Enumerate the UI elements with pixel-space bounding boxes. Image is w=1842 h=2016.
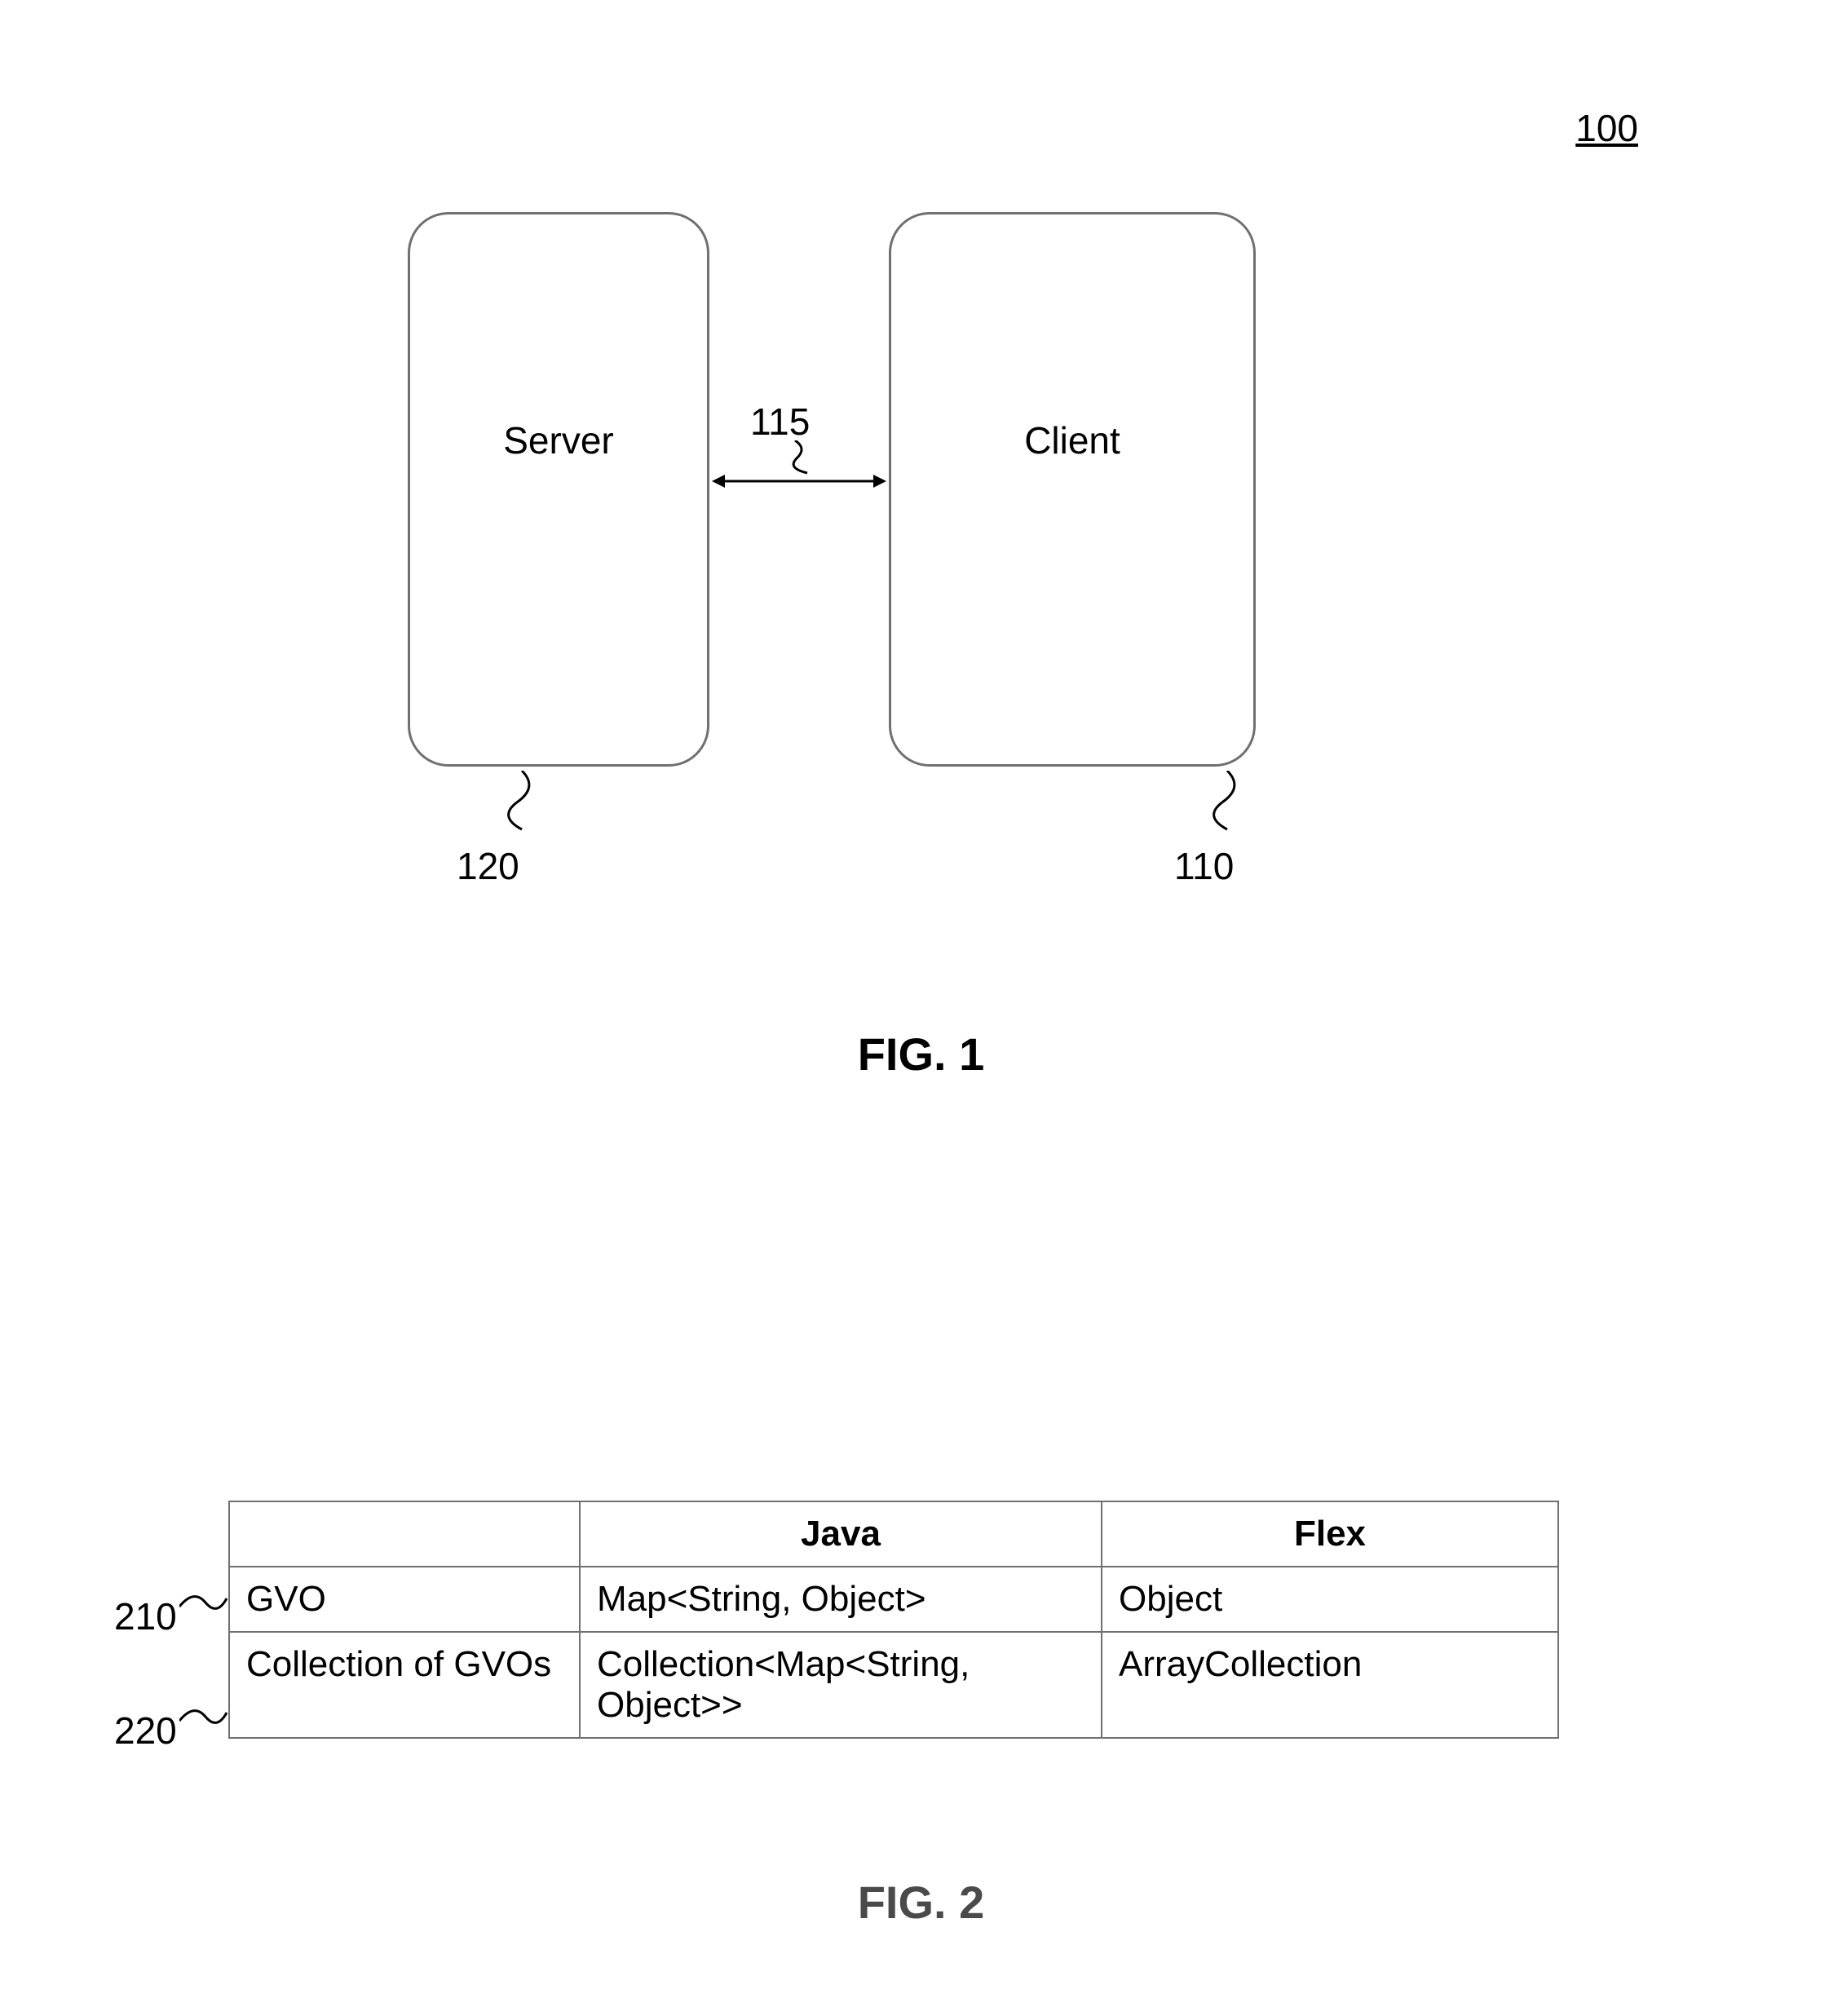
cell-r0c1: Map<String, Object> <box>580 1567 1102 1632</box>
squiggle-220 <box>179 1696 228 1737</box>
client-box: Client <box>889 212 1256 767</box>
mapping-table: Java Flex GVO Map<String, Object> Object… <box>228 1501 1559 1739</box>
cell-r1c2: ArrayCollection <box>1102 1632 1558 1738</box>
page: 100 Server Client 115 120 110 FIG. 1 <box>0 0 1842 2016</box>
table-row: GVO Map<String, Object> Object <box>229 1567 1558 1632</box>
squiggle-110 <box>1199 771 1256 832</box>
fig1-caption: FIG. 1 <box>0 1028 1842 1081</box>
squiggle-115 <box>787 440 828 477</box>
table-header-row: Java Flex <box>229 1501 1558 1567</box>
col-header-0 <box>229 1501 580 1567</box>
ref-100: 100 <box>1575 106 1638 150</box>
table-row: Collection of GVOs Collection<Map<String… <box>229 1632 1558 1738</box>
cell-r1c1: Collection<Map<String, Object>> <box>580 1632 1102 1738</box>
server-box: Server <box>408 212 709 767</box>
server-label: Server <box>503 418 613 462</box>
ref-115: 115 <box>750 400 810 444</box>
ref-210: 210 <box>114 1594 177 1638</box>
col-header-2: Flex <box>1102 1501 1558 1567</box>
squiggle-120 <box>493 771 550 832</box>
cell-r1c0: Collection of GVOs <box>229 1632 580 1738</box>
ref-110: 110 <box>1174 844 1234 888</box>
cell-r0c0: GVO <box>229 1567 580 1632</box>
ref-220: 220 <box>114 1709 177 1753</box>
squiggle-210 <box>179 1582 228 1623</box>
ref-120: 120 <box>457 844 519 888</box>
cell-r0c2: Object <box>1102 1567 1558 1632</box>
fig2-caption: FIG. 2 <box>0 1876 1842 1929</box>
col-header-1: Java <box>580 1501 1102 1567</box>
client-label: Client <box>1024 418 1120 462</box>
